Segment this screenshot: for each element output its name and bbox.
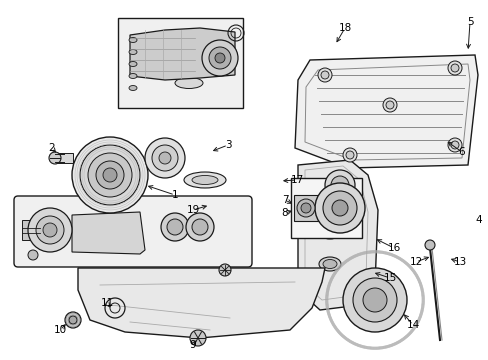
Text: 2: 2 — [49, 143, 55, 153]
Circle shape — [28, 250, 38, 260]
Ellipse shape — [129, 86, 137, 90]
Circle shape — [352, 278, 396, 322]
Text: 11: 11 — [100, 298, 113, 308]
Ellipse shape — [323, 260, 336, 269]
Circle shape — [192, 219, 207, 235]
Circle shape — [202, 40, 238, 76]
Text: 12: 12 — [408, 257, 422, 267]
Text: 17: 17 — [290, 175, 303, 185]
Circle shape — [161, 213, 189, 241]
Circle shape — [72, 137, 148, 213]
Polygon shape — [130, 28, 235, 80]
Text: 14: 14 — [406, 320, 419, 330]
Text: 10: 10 — [53, 325, 66, 335]
Bar — [290, 178, 361, 238]
Ellipse shape — [167, 63, 195, 75]
Circle shape — [159, 152, 171, 164]
Text: 1: 1 — [171, 190, 178, 200]
Polygon shape — [294, 55, 477, 168]
Ellipse shape — [192, 176, 218, 185]
Ellipse shape — [175, 77, 203, 89]
Circle shape — [362, 288, 386, 312]
Circle shape — [28, 208, 72, 252]
Text: 19: 19 — [186, 205, 199, 215]
Ellipse shape — [318, 257, 340, 271]
Bar — [55, 153, 73, 163]
Circle shape — [450, 64, 458, 72]
Circle shape — [450, 141, 458, 149]
Text: 7: 7 — [281, 195, 288, 205]
Circle shape — [331, 200, 347, 216]
Ellipse shape — [183, 172, 225, 188]
Ellipse shape — [323, 195, 336, 204]
Circle shape — [69, 316, 77, 324]
Circle shape — [36, 216, 64, 244]
Circle shape — [325, 170, 354, 200]
Bar — [118, 18, 243, 108]
Circle shape — [43, 223, 57, 237]
Ellipse shape — [159, 49, 186, 60]
Circle shape — [317, 68, 331, 82]
Circle shape — [215, 53, 224, 63]
Ellipse shape — [129, 62, 137, 67]
Circle shape — [80, 145, 140, 205]
Ellipse shape — [318, 225, 340, 239]
Text: 16: 16 — [386, 243, 400, 253]
Circle shape — [346, 151, 353, 159]
Circle shape — [88, 153, 132, 197]
Circle shape — [296, 199, 314, 217]
Circle shape — [167, 219, 183, 235]
Circle shape — [145, 138, 184, 178]
Ellipse shape — [129, 73, 137, 78]
Text: 6: 6 — [458, 147, 465, 157]
Text: 13: 13 — [452, 257, 466, 267]
Circle shape — [330, 176, 348, 194]
Ellipse shape — [151, 36, 179, 46]
Circle shape — [65, 312, 81, 328]
Circle shape — [219, 264, 230, 276]
Circle shape — [320, 71, 328, 79]
Circle shape — [385, 101, 393, 109]
Bar — [22, 220, 40, 240]
Circle shape — [185, 213, 214, 241]
Bar — [293, 195, 318, 221]
FancyBboxPatch shape — [14, 196, 251, 267]
Ellipse shape — [323, 228, 336, 237]
Ellipse shape — [318, 193, 340, 207]
Circle shape — [96, 161, 124, 189]
Polygon shape — [78, 268, 325, 338]
Circle shape — [103, 168, 117, 182]
Text: 3: 3 — [224, 140, 231, 150]
Circle shape — [323, 191, 356, 225]
Circle shape — [301, 203, 310, 213]
Circle shape — [190, 330, 205, 346]
Polygon shape — [297, 160, 377, 310]
Text: 4: 4 — [475, 215, 481, 225]
Ellipse shape — [129, 37, 137, 42]
Circle shape — [382, 98, 396, 112]
Circle shape — [314, 183, 364, 233]
Circle shape — [447, 61, 461, 75]
Circle shape — [447, 138, 461, 152]
Text: 5: 5 — [466, 17, 472, 27]
Circle shape — [424, 240, 434, 250]
Circle shape — [49, 152, 61, 164]
Text: 8: 8 — [281, 208, 288, 218]
Circle shape — [208, 47, 230, 69]
Text: 9: 9 — [189, 340, 196, 350]
Ellipse shape — [129, 50, 137, 54]
Circle shape — [152, 145, 178, 171]
Polygon shape — [72, 212, 145, 254]
Circle shape — [342, 268, 406, 332]
Text: 15: 15 — [383, 273, 396, 283]
Circle shape — [342, 148, 356, 162]
Text: 18: 18 — [338, 23, 351, 33]
